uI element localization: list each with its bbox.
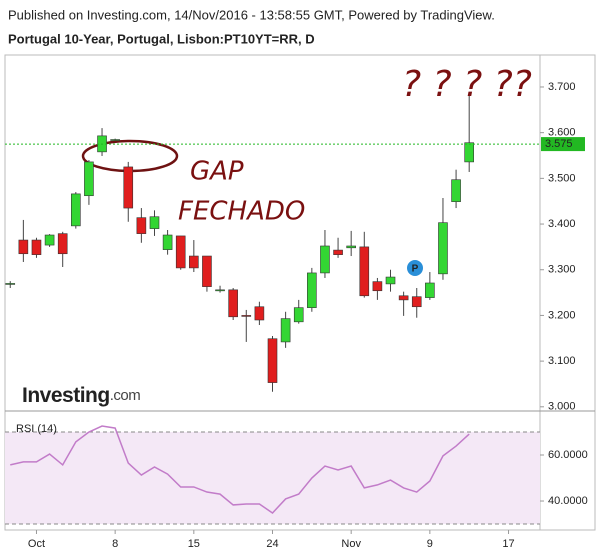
handwritten-note: ? ? ? ?? (402, 64, 532, 105)
gap-circle (81, 139, 179, 173)
event-marker-label: P (412, 264, 419, 275)
candle-body (372, 281, 383, 292)
y-tick-label: 3.600 (548, 127, 576, 139)
x-tick-label: Oct (28, 538, 45, 550)
chart-frame (4, 54, 596, 531)
candle-body (346, 245, 356, 249)
y-tick-label: 3.200 (548, 309, 576, 321)
y-tick-label: 40.0000 (548, 495, 588, 507)
y-tick-label: 3.300 (548, 264, 576, 276)
candle-body (359, 246, 370, 297)
candle-body (162, 234, 173, 250)
x-tick-label: Nov (341, 538, 361, 550)
candle-body (149, 216, 160, 229)
candle-body (123, 166, 134, 209)
candle-body (57, 233, 68, 255)
candle-body (320, 245, 330, 274)
y-tick-label: 60.0000 (548, 449, 588, 461)
candle-body (136, 217, 147, 234)
candle-body (71, 193, 81, 227)
event-marker (407, 260, 423, 276)
candle-body (31, 239, 42, 255)
candle-body (110, 139, 120, 141)
x-tick-label: 17 (502, 538, 514, 550)
y-tick-label: 3.000 (548, 401, 576, 413)
candle-body (333, 249, 343, 255)
handwritten-note: FECHADO (178, 197, 305, 227)
rsi-line (10, 425, 470, 514)
candle-body (5, 283, 16, 285)
rsi-label: RSI (14) (16, 423, 57, 435)
logo: Investing.com (22, 384, 140, 407)
x-tick-label: 9 (427, 538, 433, 550)
candle-body (438, 222, 448, 275)
y-tick-label: 3.500 (548, 172, 576, 184)
candle-body (464, 142, 474, 163)
x-tick-label: 8 (112, 538, 118, 550)
candle-body (293, 307, 304, 323)
last-price-label: 3.575 (545, 138, 573, 150)
candle-body (254, 306, 265, 321)
candle-body (451, 179, 461, 202)
chart-title: Portugal 10-Year, Portugal, Lisbon:PT10Y… (8, 31, 315, 46)
candle-body (189, 255, 199, 269)
logo-name: Investing (22, 384, 110, 407)
handwritten-note: GAP (190, 157, 244, 187)
published-note: Published on Investing.com, 14/Nov/2016 … (8, 7, 495, 22)
x-tick-label: 15 (188, 538, 200, 550)
y-tick-label: 3.400 (548, 218, 576, 230)
candle-body (18, 239, 29, 255)
candle-body (307, 272, 317, 308)
candle-body (215, 289, 225, 292)
candle-body (228, 289, 238, 318)
candle-body (202, 255, 212, 287)
y-tick-label: 3.100 (548, 355, 576, 367)
candle-body (241, 315, 252, 317)
candle-body (175, 235, 186, 269)
candle-body (267, 338, 278, 383)
candle-body (44, 234, 55, 246)
candle-body (411, 296, 422, 308)
candle-body (425, 282, 435, 298)
candle-body (84, 161, 94, 197)
x-tick-label: 24 (266, 538, 278, 550)
candle-body (280, 318, 291, 343)
rsi-band (5, 432, 540, 525)
logo-suffix: .com (110, 387, 141, 404)
y-tick-label: 3.700 (548, 81, 576, 93)
candle-body (398, 295, 409, 301)
candle-body (385, 276, 396, 285)
last-price-box (541, 137, 585, 152)
